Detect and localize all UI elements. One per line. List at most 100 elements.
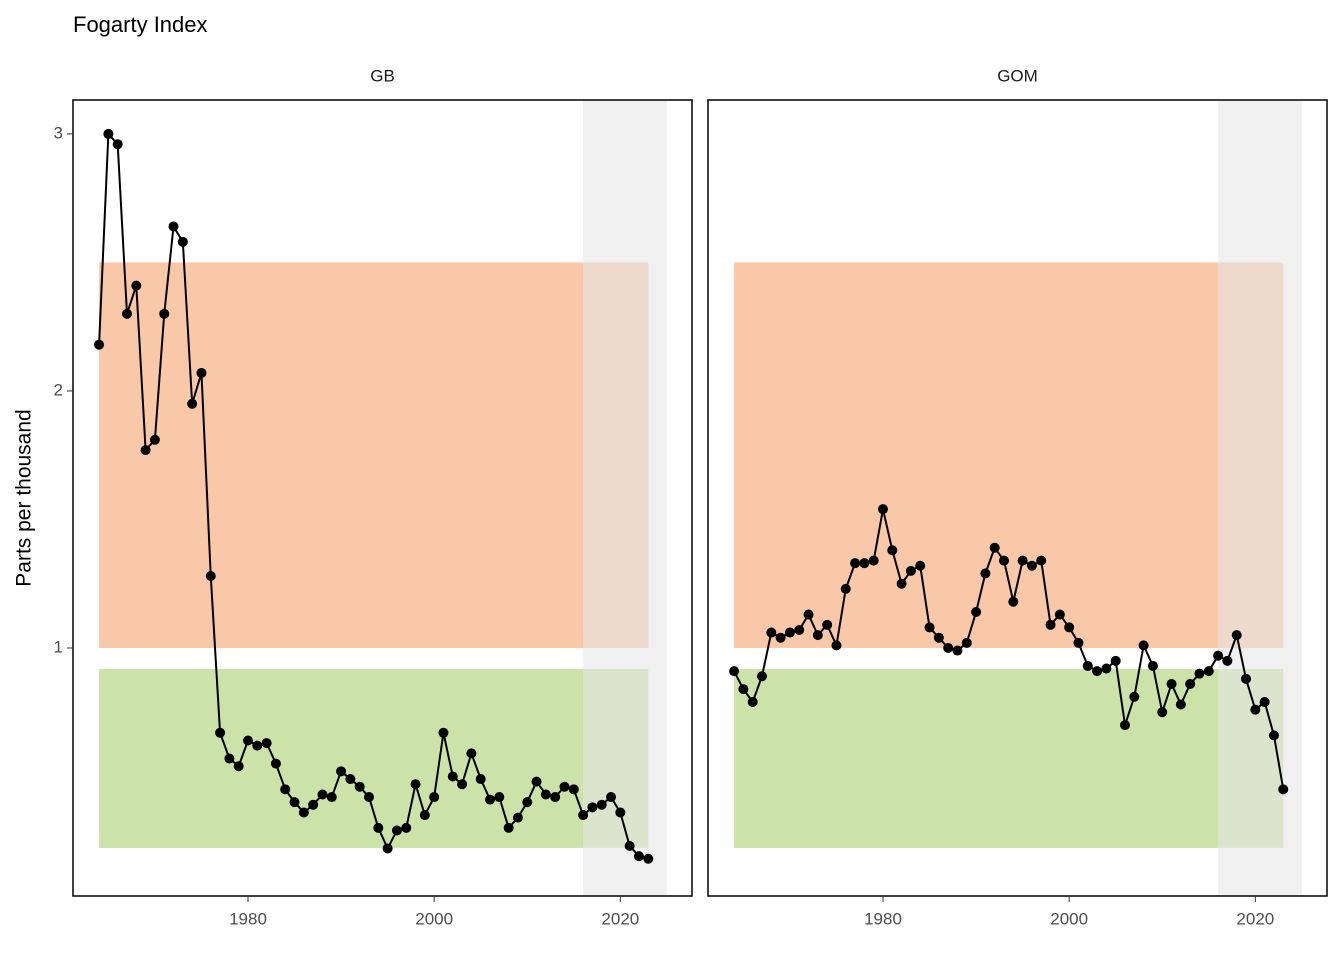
y-tick-label: 1 — [54, 637, 63, 656]
y-tick-label: 3 — [54, 123, 63, 142]
data-point — [373, 822, 384, 833]
data-point — [729, 666, 740, 677]
data-point — [1064, 622, 1075, 633]
data-point — [1213, 650, 1224, 661]
data-point — [317, 789, 328, 800]
data-point — [775, 632, 786, 643]
data-point — [961, 637, 972, 648]
x-tick-label: 1980 — [864, 909, 902, 928]
data-point — [419, 810, 430, 821]
data-point — [224, 753, 235, 764]
data-point — [475, 774, 486, 785]
data-point — [952, 645, 963, 656]
data-point — [103, 128, 114, 139]
data-point — [336, 766, 347, 777]
data-point — [121, 308, 132, 319]
chart-title: Fogarty Index — [73, 12, 208, 37]
data-point — [326, 792, 337, 803]
data-point — [924, 622, 935, 633]
threshold-band — [734, 669, 1284, 848]
data-point — [382, 843, 393, 854]
data-point — [354, 781, 365, 792]
data-point — [298, 807, 309, 818]
data-point — [494, 792, 505, 803]
panel-title: GB — [370, 66, 395, 85]
data-point — [1259, 696, 1270, 707]
data-point — [447, 771, 458, 782]
data-point — [980, 568, 991, 579]
x-tick-label: 1980 — [229, 909, 267, 928]
data-point — [410, 779, 421, 790]
data-point — [868, 555, 879, 566]
x-tick-label: 2000 — [1050, 909, 1088, 928]
data-point — [887, 545, 898, 556]
data-point — [457, 779, 468, 790]
data-point — [485, 794, 496, 805]
data-point — [1250, 704, 1261, 715]
threshold-band — [99, 262, 649, 648]
data-point — [94, 339, 105, 350]
data-point — [1017, 555, 1028, 566]
data-point — [615, 807, 626, 818]
data-point — [803, 609, 814, 620]
data-point — [261, 738, 272, 749]
data-point — [1129, 691, 1140, 702]
data-point — [401, 822, 412, 833]
data-point — [270, 758, 281, 769]
data-point — [1175, 699, 1186, 710]
data-point — [289, 797, 300, 808]
data-point — [812, 630, 823, 641]
panel-title: GOM — [997, 66, 1038, 85]
data-point — [822, 619, 833, 630]
data-point — [308, 799, 319, 810]
data-point — [1138, 640, 1149, 651]
data-point — [915, 560, 926, 571]
data-point — [756, 671, 767, 682]
data-point — [131, 280, 142, 291]
data-point — [850, 558, 861, 569]
data-point — [933, 632, 944, 643]
data-point — [540, 789, 551, 800]
data-point — [784, 627, 795, 638]
data-point — [971, 606, 982, 617]
data-point — [522, 797, 533, 808]
y-tick-label: 2 — [54, 380, 63, 399]
data-point — [233, 761, 244, 772]
data-point — [568, 784, 579, 795]
data-point — [196, 367, 207, 378]
data-point — [624, 840, 635, 851]
data-point — [747, 696, 758, 707]
data-point — [1268, 730, 1279, 741]
data-point — [1147, 660, 1158, 671]
data-point — [1045, 619, 1056, 630]
data-point — [280, 784, 291, 795]
data-point — [168, 221, 179, 232]
data-point — [252, 740, 263, 751]
data-point — [766, 627, 777, 638]
data-point — [242, 735, 253, 746]
data-point — [1278, 784, 1289, 795]
data-point — [633, 851, 644, 862]
data-point — [503, 822, 514, 833]
data-point — [140, 445, 151, 456]
data-point — [1222, 655, 1233, 666]
highlight-region — [583, 100, 667, 896]
data-point — [943, 642, 954, 653]
data-point — [840, 583, 851, 594]
y-axis-label: Parts per thousand — [13, 409, 36, 586]
data-point — [1092, 666, 1103, 677]
data-point — [1157, 707, 1168, 718]
x-tick-label: 2020 — [1236, 909, 1274, 928]
data-point — [466, 748, 477, 759]
data-point — [831, 640, 842, 651]
data-point — [578, 810, 589, 821]
data-point — [606, 792, 617, 803]
data-point — [1054, 609, 1065, 620]
data-point — [1073, 637, 1084, 648]
data-point — [512, 812, 523, 823]
data-point — [1082, 660, 1093, 671]
data-point — [159, 308, 170, 319]
data-point — [1241, 673, 1252, 684]
data-point — [215, 727, 226, 738]
